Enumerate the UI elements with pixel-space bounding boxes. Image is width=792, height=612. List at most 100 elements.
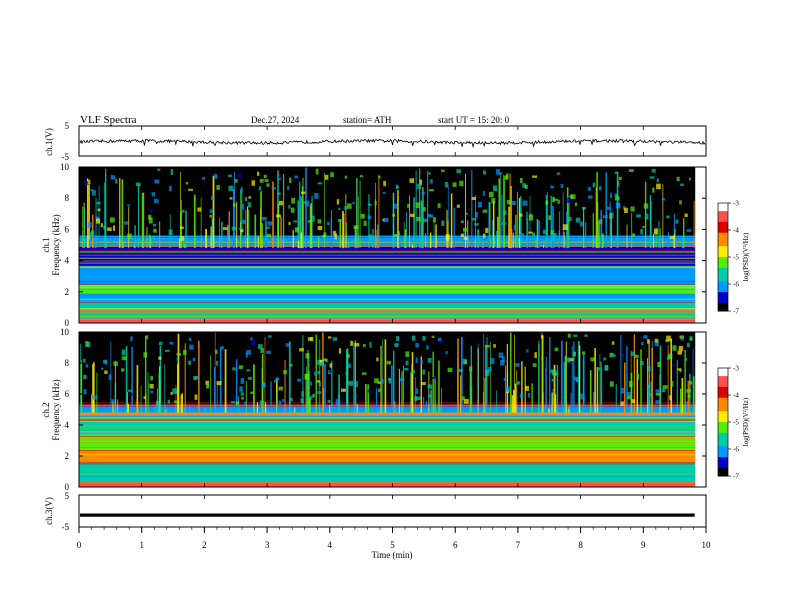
freq-tick-label: 10 [60,327,70,337]
time-tick-label: 6 [453,540,458,550]
spectrogram-blotch [154,198,159,204]
spectrogram-line [79,316,696,317]
spectrogram-blotch [428,214,434,218]
spectrogram-streak [471,169,473,249]
spectrogram-blotch [266,350,271,355]
spectrogram-streak [264,336,266,413]
spectrogram-blotch [241,219,246,224]
spectrogram-blotch [609,352,614,358]
spectrogram-streak [128,206,130,249]
spectrogram-streak [354,340,357,413]
spectrogram-blotch [636,214,641,218]
ch2-colorbar: -3 -4 -5 -6 -7 log(PSD)(V²/Hz) [717,365,750,481]
spectrogram-streak [83,207,86,249]
spectrogram-blotch [97,208,101,212]
spectrogram-streak [210,355,211,413]
spectrogram-streak [276,392,278,413]
spectrogram-streak [212,175,215,249]
spectrogram-blotch [164,349,170,352]
spectrogram-blotch [294,227,300,233]
colorbar-stripe [718,370,728,374]
spectrogram-blotch [428,394,432,398]
spectrogram-streak [512,232,514,249]
spectrogram-blotch [83,358,86,363]
spectrogram-streak [529,195,531,249]
spectrogram-blotch [169,341,174,345]
spectrogram-blotch [675,219,679,224]
spectrogram-streak [398,231,401,249]
spectrogram-blotch [297,378,301,382]
spectrogram-blotch [672,345,677,351]
spectrogram-blotch [257,344,263,349]
spectrogram-streak [189,405,190,413]
spectrogram-blotch [531,232,536,238]
spectrogram-blotch [86,179,91,184]
spectrogram-streak [605,172,608,249]
spectrogram-blotch [630,206,635,212]
colorbar-stripe [718,427,728,431]
spectrogram-streak [300,232,303,249]
spectrogram-blotch [188,188,193,191]
spectrogram-streak [224,349,227,413]
spectrogram-blotch [396,185,400,189]
spectrogram-streak [381,338,383,413]
colorbar-stripe [718,424,728,428]
spectrogram-streak [140,385,142,413]
spectrogram-streak [693,200,695,249]
ch2-spectrogram-image [79,332,696,487]
spectrogram-streak [254,214,257,249]
time-tick-label: 10 [702,540,712,550]
spectrogram-blotch [172,388,178,394]
spectrogram-blotch [180,236,185,241]
spectrogram-streak [374,199,377,249]
spectrogram-streak [329,405,331,413]
spectrogram-streak [497,216,499,249]
spectrogram-blotch [294,175,299,179]
spectrogram-blotch [111,399,115,405]
spectrogram-blotch [338,348,342,354]
spectrogram-streak [469,370,472,413]
spectrogram-blotch [380,378,384,384]
spectrogram-blotch [288,222,291,225]
spectrogram-streak [596,367,599,413]
colorbar-stripe [718,422,728,426]
spectrogram-streak [526,211,528,249]
spectrogram-streak [568,202,570,249]
spectrogram-line [79,420,696,422]
spectrogram-streak [552,206,554,249]
spectrogram-blotch [214,174,218,179]
spectrogram-streak [392,350,395,413]
colorbar-stripe [718,438,728,442]
spectrogram-blotch [689,381,693,385]
spectrogram-streak [114,360,116,413]
spectrogram-streak [305,237,306,249]
spectrogram-blotch [416,388,419,394]
spectrogram-streak [164,408,167,413]
spectrogram-streak [294,407,296,413]
spectrogram-streak [510,185,512,249]
spectrogram-blotch [612,354,616,358]
spectrogram-blotch [239,386,243,392]
spectrogram-blotch [587,187,591,191]
spectrogram-line [79,251,696,252]
spectrogram-line [79,461,696,462]
spectrogram-streak [660,235,661,249]
spectrogram-blotch [250,391,253,394]
colorbar-stripe [718,457,728,461]
colorbar-stripe [718,275,728,280]
spectrogram-line [79,436,696,437]
spectrogram-blotch [211,195,214,200]
spectrogram-streak [214,367,216,413]
spectrogram-blotch [90,189,94,192]
colorbar-stripe [718,251,728,255]
freq-tick-label: 6 [65,389,70,399]
spectrogram-blotch [244,197,247,202]
spectrogram-streak [415,170,417,249]
spectrogram-blotch [317,225,323,231]
spectrogram-blotch [151,192,156,197]
spectrogram-band [79,412,696,418]
spectrogram-blotch [317,219,322,224]
spectrogram-streak [240,186,243,249]
spectrogram-blotch [498,352,504,358]
spectrogram-blotch [462,358,467,365]
